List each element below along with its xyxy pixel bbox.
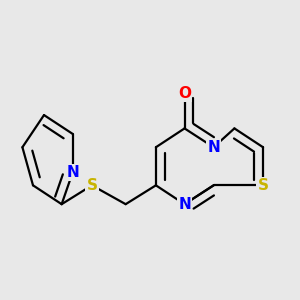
Text: N: N [178,197,191,212]
Text: O: O [178,85,191,100]
Text: S: S [258,178,268,193]
Text: S: S [86,178,98,193]
Text: N: N [66,165,79,180]
Text: N: N [207,140,220,155]
